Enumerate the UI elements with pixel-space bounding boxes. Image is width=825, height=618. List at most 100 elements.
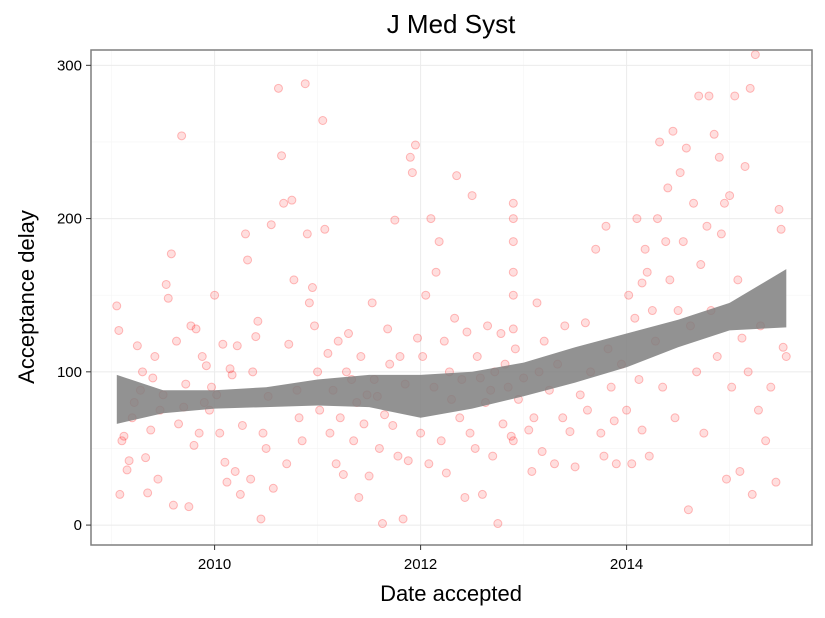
data-point	[191, 324, 201, 334]
chart-title: J Med Syst	[387, 9, 516, 39]
y-axis-label: Acceptance delay	[14, 210, 39, 384]
data-point	[477, 489, 487, 499]
data-point	[733, 275, 743, 285]
data-point	[225, 364, 235, 374]
data-point	[300, 79, 310, 89]
data-point	[591, 244, 601, 254]
data-point	[416, 428, 426, 438]
data-point	[663, 183, 673, 193]
data-point	[714, 152, 724, 162]
data-point	[222, 477, 232, 487]
data-point	[472, 352, 482, 362]
data-point	[776, 224, 786, 234]
data-point	[403, 456, 413, 466]
data-point	[550, 459, 559, 469]
data-point	[344, 329, 353, 339]
data-point	[488, 451, 498, 461]
data-point	[774, 204, 784, 214]
data-point	[506, 431, 516, 441]
data-point	[153, 474, 163, 484]
x-tick-label: 2012	[404, 556, 437, 573]
data-point	[640, 244, 650, 254]
data-point	[398, 514, 408, 524]
data-point	[712, 352, 722, 362]
x-tick-label: 2010	[198, 556, 231, 573]
data-point	[596, 428, 606, 438]
data-point	[143, 488, 153, 498]
data-point	[410, 140, 420, 150]
y-tick-label: 300	[57, 57, 82, 74]
data-point	[323, 348, 333, 358]
data-point	[747, 489, 757, 499]
data-point	[251, 332, 261, 342]
x-axis-label: Date accepted	[380, 581, 522, 606]
data-point	[390, 215, 400, 225]
data-point	[434, 237, 444, 247]
data-point	[719, 198, 729, 208]
data-point	[527, 466, 537, 476]
data-point	[510, 344, 520, 354]
data-point	[388, 420, 398, 430]
data-point	[606, 382, 616, 392]
data-point	[243, 255, 253, 265]
data-point	[115, 489, 125, 499]
data-point	[637, 425, 647, 435]
data-point	[508, 436, 518, 446]
data-point	[508, 237, 518, 247]
data-point	[367, 298, 377, 308]
data-point	[665, 275, 675, 285]
data-point	[725, 191, 735, 201]
data-point	[781, 352, 791, 362]
data-point	[678, 237, 688, 247]
data-point	[112, 301, 122, 311]
data-point	[349, 436, 359, 446]
data-point	[413, 333, 423, 343]
data-point	[467, 191, 477, 201]
data-point	[668, 126, 678, 136]
data-point	[642, 267, 652, 277]
data-point	[460, 492, 470, 502]
data-point	[359, 419, 369, 429]
data-point	[122, 465, 132, 475]
data-point	[750, 50, 760, 60]
data-point	[297, 436, 307, 446]
data-point	[745, 83, 755, 93]
plot-panel-border	[90, 49, 813, 546]
confidence-band	[116, 269, 787, 424]
data-point	[560, 321, 570, 331]
data-point	[289, 275, 299, 285]
data-point	[237, 420, 247, 430]
data-point	[197, 352, 207, 362]
data-point	[194, 428, 204, 438]
data-point	[385, 359, 395, 369]
data-point	[235, 489, 245, 499]
data-point	[524, 425, 534, 435]
data-point	[354, 492, 364, 502]
data-point	[439, 336, 449, 346]
data-point	[450, 313, 460, 323]
data-point	[418, 352, 428, 362]
data-point	[380, 410, 390, 420]
data-point	[753, 405, 763, 415]
data-point	[658, 382, 668, 392]
data-point	[624, 290, 634, 300]
data-point	[601, 221, 611, 231]
data-point	[124, 456, 134, 466]
data-point	[294, 413, 304, 423]
data-point	[114, 325, 124, 335]
data-point	[266, 220, 276, 230]
data-point	[315, 405, 325, 415]
data-point	[218, 339, 228, 349]
data-point	[207, 382, 217, 392]
data-point	[181, 379, 191, 389]
data-point	[132, 341, 142, 351]
data-point	[493, 519, 503, 529]
data-point	[230, 466, 240, 476]
data-point	[338, 470, 348, 480]
data-point	[565, 427, 575, 437]
data-point	[637, 278, 647, 288]
data-point	[558, 413, 568, 423]
data-point	[462, 327, 472, 337]
data-point	[704, 91, 714, 101]
data-point	[609, 416, 619, 426]
